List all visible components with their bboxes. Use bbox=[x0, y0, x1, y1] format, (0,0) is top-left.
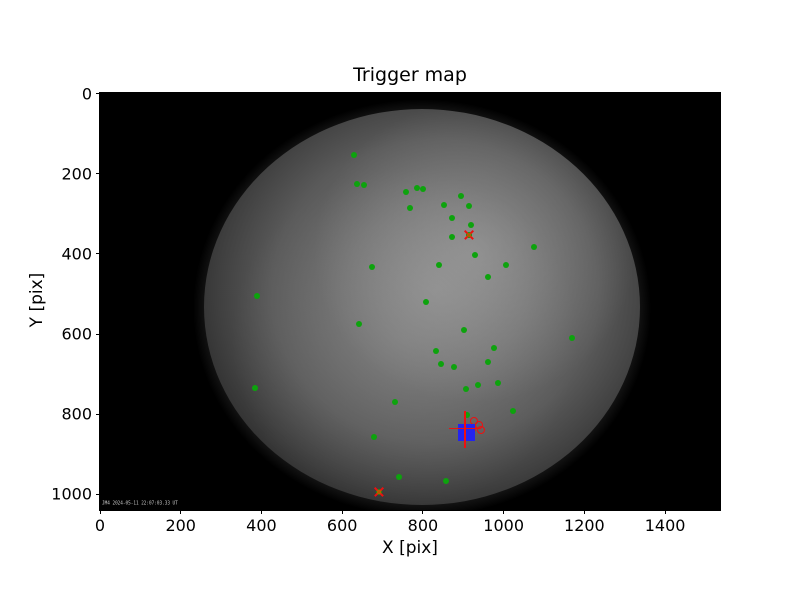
trigger-point bbox=[440, 201, 447, 208]
y-tick-label: 600 bbox=[61, 324, 92, 344]
trigger-point bbox=[402, 188, 409, 195]
x-tick-mark bbox=[260, 510, 262, 514]
x-axis-label: X [pix] bbox=[382, 538, 438, 558]
x-tick-mark bbox=[664, 510, 666, 514]
trigger-point bbox=[354, 180, 361, 187]
trigger-point bbox=[451, 363, 458, 370]
flagged-x-center bbox=[466, 232, 471, 237]
trigger-point bbox=[463, 386, 470, 393]
trigger-point bbox=[391, 398, 398, 405]
trigger-point bbox=[503, 262, 510, 269]
x-tick-label: 1400 bbox=[644, 516, 686, 535]
trigger-point bbox=[254, 292, 261, 299]
x-tick-label: 400 bbox=[246, 516, 277, 535]
trigger-point bbox=[474, 382, 481, 389]
trigger-point bbox=[465, 202, 472, 209]
detection-circle bbox=[477, 426, 486, 435]
trigger-point bbox=[414, 185, 421, 192]
trigger-point bbox=[433, 348, 440, 355]
trigger-point bbox=[457, 193, 464, 200]
y-tick-mark bbox=[96, 173, 100, 175]
trigger-point bbox=[490, 345, 497, 352]
y-tick-mark bbox=[96, 493, 100, 495]
x-tick-label: 800 bbox=[407, 516, 439, 535]
trigger-point bbox=[361, 181, 368, 188]
trigger-point bbox=[369, 264, 376, 271]
x-tick-label: 1000 bbox=[483, 516, 524, 535]
flagged-x-center bbox=[376, 490, 381, 495]
sky-image-disk bbox=[204, 109, 640, 505]
x-tick-mark bbox=[583, 510, 585, 514]
y-tick-mark bbox=[96, 253, 100, 255]
trigger-point bbox=[530, 243, 537, 250]
x-tick-label: 200 bbox=[165, 516, 196, 535]
trigger-point bbox=[419, 185, 426, 192]
y-tick-label: 400 bbox=[61, 244, 92, 264]
trigger-point bbox=[438, 360, 445, 367]
x-tick-mark bbox=[422, 510, 424, 514]
x-tick-label: 600 bbox=[326, 516, 358, 535]
trigger-point bbox=[422, 299, 429, 306]
y-tick-mark bbox=[96, 333, 100, 335]
trigger-point bbox=[472, 252, 479, 259]
trigger-point bbox=[484, 274, 491, 281]
x-tick-label: 1200 bbox=[564, 516, 605, 535]
y-tick-label: 200 bbox=[61, 164, 92, 184]
trigger-point bbox=[436, 262, 443, 269]
x-tick-mark bbox=[341, 510, 343, 514]
trigger-point bbox=[356, 321, 363, 328]
camera-timestamp-overlay: JM4 2024-05-11 22:07:03.33 UT bbox=[102, 499, 178, 506]
y-tick-label: 800 bbox=[61, 404, 92, 424]
y-tick-label: 1000 bbox=[51, 484, 92, 504]
trigger-point bbox=[396, 473, 403, 480]
y-tick-mark bbox=[96, 413, 100, 415]
crosshair-v bbox=[464, 410, 467, 448]
trigger-point bbox=[509, 408, 516, 415]
plot-area: JM4 2024-05-11 22:07:03.33 UT bbox=[100, 93, 720, 510]
trigger-point bbox=[568, 335, 575, 342]
trigger-point bbox=[485, 359, 492, 366]
x-tick-mark bbox=[503, 510, 505, 514]
trigger-point bbox=[463, 412, 470, 419]
y-tick-label: 0 bbox=[81, 84, 92, 103]
trigger-point bbox=[442, 478, 449, 485]
trigger-point bbox=[351, 151, 358, 158]
trigger-point bbox=[461, 326, 468, 333]
x-tick-label: 0 bbox=[94, 516, 106, 535]
trigger-point bbox=[406, 204, 413, 211]
y-tick-mark bbox=[96, 93, 100, 94]
x-tick-mark bbox=[99, 510, 101, 514]
trigger-point bbox=[252, 384, 259, 391]
x-tick-mark bbox=[180, 510, 182, 514]
trigger-point bbox=[448, 234, 455, 241]
trigger-point bbox=[467, 221, 474, 228]
trigger-point bbox=[370, 433, 377, 440]
figure-title: Trigger map bbox=[353, 64, 467, 86]
y-axis-label: Y [pix] bbox=[27, 272, 47, 328]
trigger-point bbox=[494, 380, 501, 387]
trigger-point bbox=[449, 214, 456, 221]
